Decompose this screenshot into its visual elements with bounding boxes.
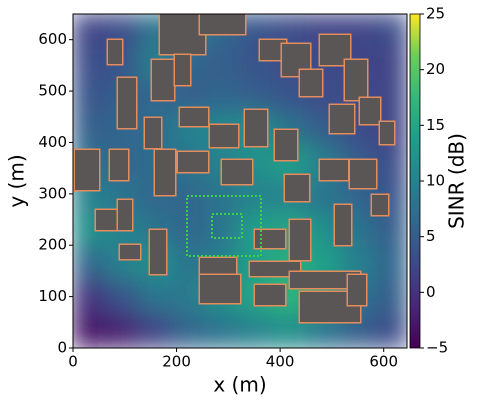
- building: [372, 195, 388, 215]
- building: [155, 150, 175, 195]
- heatmap-cell: [105, 280, 141, 316]
- y-axis-label: y (m): [5, 154, 29, 207]
- heatmap-cell: [205, 79, 241, 116]
- heatmap-cell: [205, 313, 241, 348]
- heatmap-cell: [138, 280, 175, 316]
- colorbar-tick-label: 0: [426, 283, 436, 301]
- y-tick-label: 300: [38, 184, 67, 202]
- x-tick-label: 600: [369, 353, 398, 371]
- route: [211, 213, 243, 239]
- colorbar-tick-label: 20: [426, 60, 445, 78]
- colorbar: [409, 13, 421, 349]
- heatmap-cell: [73, 280, 108, 316]
- building: [222, 160, 252, 184]
- heatmap-cell: [73, 46, 108, 82]
- heatmap-cell: [205, 180, 241, 216]
- building: [145, 118, 161, 148]
- x-axis-label: x (m): [213, 373, 266, 397]
- building: [250, 262, 300, 276]
- heatmap-cell: [73, 14, 108, 49]
- x-tick-label: 0: [68, 353, 78, 371]
- heatmap-cell: [73, 113, 108, 149]
- colorbar-tick-label: 10: [426, 172, 445, 190]
- building: [345, 60, 367, 100]
- building: [210, 125, 238, 147]
- heatmap-cell: [73, 246, 108, 283]
- colorbar-tick-label: 15: [426, 116, 445, 134]
- building: [110, 150, 128, 180]
- heatmap-cell: [372, 14, 407, 49]
- y-tick-label: 500: [38, 82, 67, 100]
- buildings: [73, 14, 396, 324]
- building: [348, 275, 366, 305]
- heatmap-cell: [372, 313, 407, 348]
- heatmap-cell: [172, 213, 208, 249]
- y-tick-label: 400: [38, 133, 67, 151]
- heatmap-cell: [372, 246, 407, 283]
- building: [260, 40, 286, 60]
- building: [200, 258, 236, 274]
- heatmap-cell: [239, 313, 275, 348]
- building: [150, 230, 166, 274]
- building: [245, 110, 267, 146]
- colorbar-tick-label: −5: [426, 339, 448, 357]
- building: [350, 160, 376, 188]
- heatmap-cell: [138, 313, 175, 348]
- route: [186, 195, 262, 257]
- heatmap-cell: [205, 213, 241, 249]
- y-tick-label: 600: [38, 30, 67, 48]
- building: [118, 78, 136, 128]
- heatmap-cell: [372, 146, 407, 182]
- plot-frame: [72, 13, 408, 349]
- building: [96, 210, 120, 230]
- building: [360, 98, 380, 124]
- building: [255, 285, 285, 305]
- building: [180, 108, 208, 126]
- building: [120, 245, 140, 259]
- building: [178, 152, 208, 172]
- heatmap-cell: [172, 180, 208, 216]
- colorbar-tick-label: 5: [426, 227, 436, 245]
- building: [255, 230, 285, 248]
- colorbar-label: SINR (dB): [445, 133, 469, 229]
- building: [330, 105, 354, 133]
- heatmap-cell: [372, 213, 407, 249]
- y-tick-label: 0: [57, 339, 67, 357]
- heatmap-cell: [73, 313, 108, 348]
- building: [290, 220, 310, 260]
- building: [75, 150, 99, 190]
- building: [118, 200, 132, 230]
- building: [108, 40, 122, 64]
- heatmap-cell: [372, 280, 407, 316]
- colorbar-tick-label: 25: [426, 5, 445, 23]
- heatmap-cell: [372, 46, 407, 82]
- heatmap-cell: [73, 79, 108, 116]
- heatmap-cell: [239, 180, 275, 216]
- heatmap-cell: [105, 313, 141, 348]
- y-tick-label: 100: [38, 287, 67, 305]
- building: [320, 160, 348, 180]
- building: [175, 55, 190, 85]
- building: [200, 14, 245, 34]
- building: [160, 14, 205, 54]
- y-tick-label: 200: [38, 236, 67, 254]
- building: [300, 70, 322, 96]
- building: [380, 122, 394, 144]
- x-tick-label: 200: [162, 353, 191, 371]
- building: [335, 205, 351, 245]
- heatmap-cell: [205, 46, 241, 82]
- building: [290, 272, 360, 288]
- heatmap-cell: [172, 313, 208, 348]
- x-tick-label: 400: [266, 353, 295, 371]
- building: [275, 130, 297, 160]
- building: [285, 175, 309, 201]
- building: [200, 275, 240, 303]
- building: [152, 60, 174, 100]
